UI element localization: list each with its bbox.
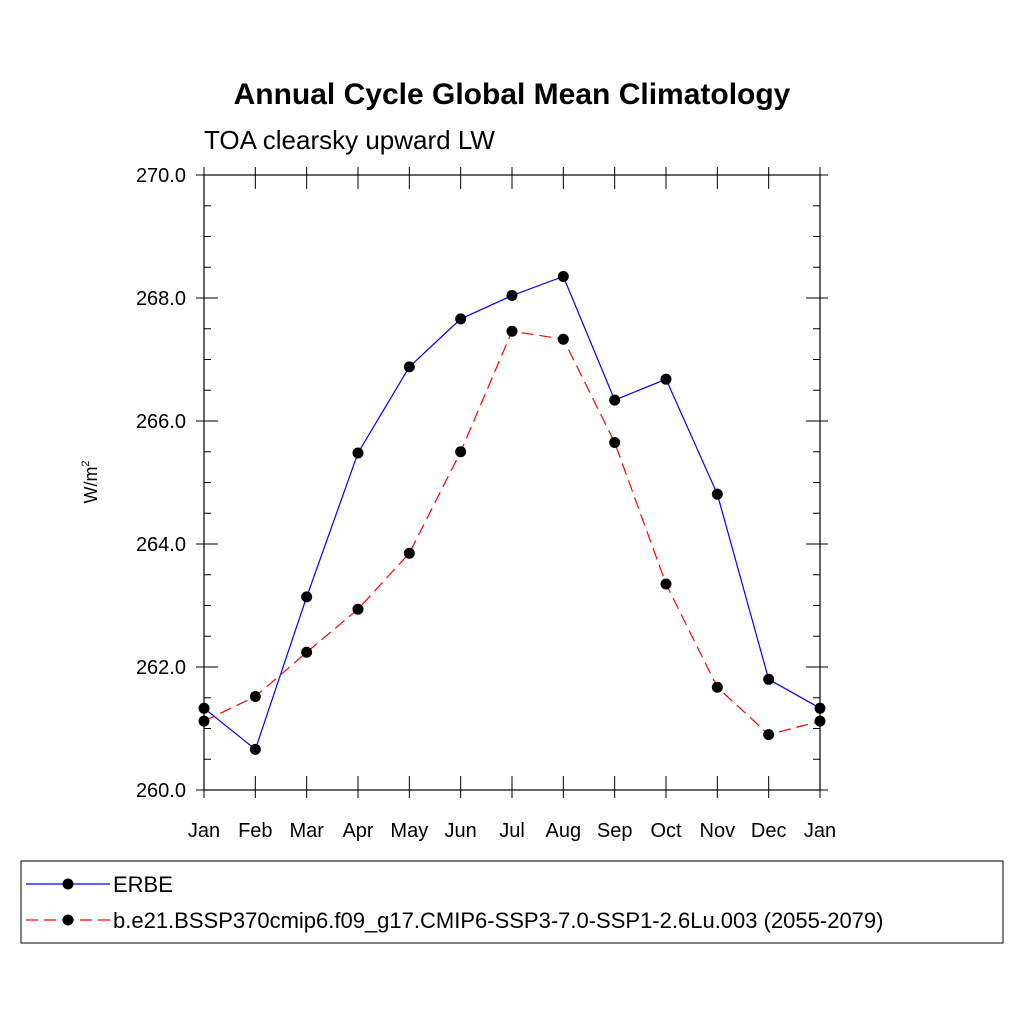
series-0-point — [557, 270, 569, 282]
series-0-point — [763, 673, 775, 685]
x-tick-label: Feb — [238, 820, 272, 842]
legend-label-1: b.e21.BSSP370cmip6.f09_g17.CMIP6-SSP3-7.… — [113, 908, 883, 933]
y-axis-label: W/m2 — [80, 460, 101, 503]
x-tick-label: Aug — [546, 820, 582, 842]
legend-box — [20, 860, 1004, 944]
y-axis-label-base: W/m — [81, 467, 101, 504]
series-1-point — [711, 681, 723, 693]
series-line-0 — [203, 275, 821, 751]
chart-title: Annual Cycle Global Mean Climatology — [234, 78, 791, 111]
series-0-point — [814, 702, 826, 714]
x-tick-label: Jun — [445, 820, 477, 842]
plot-frame — [203, 174, 821, 791]
x-tick-label: May — [390, 820, 428, 842]
x-tick-label: Sep — [597, 820, 633, 842]
series-1-point — [814, 715, 826, 727]
y-tick-label: 268.0 — [136, 288, 186, 310]
legend-marker-0 — [62, 878, 74, 890]
series-0-point — [403, 361, 415, 373]
x-tick-label: Mar — [289, 820, 324, 842]
series-0-point — [249, 743, 261, 755]
series-0-point — [352, 447, 364, 459]
series-0-point — [711, 488, 723, 500]
x-tick-label: Jul — [499, 820, 525, 842]
plot-area: 260.0 262.0 264.0 266.0 268.0 270.0 Jan Feb Mar A… — [136, 165, 836, 842]
series-1-point — [455, 446, 467, 458]
series-1-point — [660, 578, 672, 590]
x-tick-label: Jan — [188, 820, 220, 842]
y-tick-label: 260.0 — [136, 780, 186, 802]
x-tick-label: Jan — [804, 820, 836, 842]
x-tick-label: Nov — [700, 820, 736, 842]
y-tick-label: 266.0 — [136, 411, 186, 433]
series-1-point — [763, 729, 775, 741]
series-0-point — [660, 373, 672, 385]
series-0-point — [609, 394, 621, 406]
series-0-point — [301, 591, 313, 603]
legend: ERBE b.e21.BSSP370cmip6.f09_g17.CMIP6-SSP… — [20, 860, 1004, 944]
x-tick-label: Apr — [342, 820, 373, 842]
y-tick-label: 264.0 — [136, 534, 186, 556]
x-tick-label: Dec — [751, 820, 787, 842]
series-0-point — [455, 313, 467, 325]
series-1-point — [403, 547, 415, 559]
series-1-point — [301, 646, 313, 658]
series-1-point — [249, 691, 261, 703]
y-tick-label: 262.0 — [136, 657, 186, 679]
series-1-point — [352, 603, 364, 615]
series-0-point — [506, 290, 518, 302]
y-axis-label-sup: 2 — [80, 460, 92, 466]
x-tick-label: Oct — [650, 820, 682, 842]
legend-label-0: ERBE — [113, 872, 173, 897]
series-1-point — [609, 437, 621, 449]
series-1-point — [506, 325, 518, 337]
series-0-point — [198, 702, 210, 714]
y-tick-label: 270.0 — [136, 165, 186, 187]
series-1-point — [557, 333, 569, 345]
chart-subtitle: TOA clearsky upward LW — [204, 125, 495, 155]
legend-marker-1 — [62, 914, 74, 926]
series-1-point — [198, 715, 210, 727]
